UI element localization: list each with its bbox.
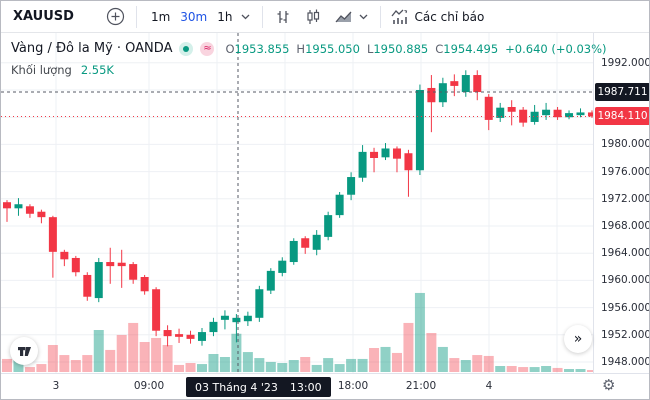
toolbar-divider bbox=[261, 5, 263, 28]
symbol-title[interactable]: Vàng / Đô la Mỹ · OANDA bbox=[11, 41, 173, 56]
compare-add-button[interactable] bbox=[104, 5, 127, 28]
market-open-indicator[interactable] bbox=[179, 41, 194, 56]
market-open-dot-icon bbox=[183, 45, 190, 52]
price-tick-label: 1964.000 bbox=[601, 247, 650, 260]
price-tick-label: 1968.000 bbox=[601, 220, 650, 232]
crosshair-date: 03 Tháng 4 '23 bbox=[195, 380, 278, 394]
volume-label[interactable]: Khối lượng bbox=[11, 63, 72, 77]
chart-style-menu-button[interactable] bbox=[359, 14, 368, 20]
last-price-badge: 1984.110 bbox=[595, 107, 649, 126]
open-value: 1953.855 bbox=[234, 41, 290, 56]
change-value: +0.640 (+0.03%) bbox=[505, 41, 607, 56]
candles-chart-icon bbox=[306, 9, 319, 24]
time-tick-label: 3 bbox=[52, 380, 60, 392]
area-chart-icon bbox=[335, 11, 351, 22]
price-tick-label: 1992.000 bbox=[601, 56, 650, 69]
crosshair-time-badge: 03 Tháng 4 '23 13:00 bbox=[186, 377, 331, 397]
timeframe-1h-button[interactable]: 1h bbox=[217, 9, 233, 24]
price-tick-label: 1960.000 bbox=[601, 274, 650, 287]
double-chevron-right-icon: » bbox=[573, 331, 583, 347]
price-tick-label: 1948.000 bbox=[601, 356, 650, 368]
chart-style-bars-button[interactable] bbox=[272, 6, 294, 28]
chevron-down-icon bbox=[359, 14, 367, 19]
chart-style-candles-button[interactable] bbox=[302, 6, 324, 28]
candle-series bbox=[3, 70, 593, 347]
approx-price-indicator[interactable]: ≈ bbox=[200, 41, 215, 56]
gear-icon: ⚙ bbox=[602, 376, 616, 394]
close-label: C bbox=[435, 41, 444, 56]
time-axis[interactable]: 03 Tháng 4 '23 13:00 309:0012:0015:0018:… bbox=[1, 373, 649, 399]
ohlc-values: O1953.855 H1955.050 L1950.885 C1954.495 … bbox=[225, 42, 606, 56]
time-axis-settings-button[interactable]: ⚙ bbox=[602, 378, 615, 393]
legend: Vàng / Đô la Mỹ · OANDA ≈ O1953.855 H195… bbox=[11, 41, 607, 77]
price-axis[interactable]: 1987.711 1984.110 1992.0001988.0001984.0… bbox=[593, 33, 650, 373]
volume-value: 2.55K bbox=[80, 63, 114, 77]
plus-circle-icon bbox=[106, 7, 125, 26]
time-tick-label: 21:00 bbox=[405, 380, 437, 392]
price-tick-label: 1980.000 bbox=[601, 138, 650, 151]
crosshair-time: 13:00 bbox=[289, 380, 322, 394]
price-tick-label: 1952.000 bbox=[601, 328, 650, 341]
indicators-button[interactable]: Các chỉ báo bbox=[390, 8, 485, 26]
close-value: 1954.495 bbox=[443, 41, 499, 56]
open-label: O bbox=[225, 41, 235, 56]
scroll-right-button[interactable]: » bbox=[564, 325, 592, 353]
timeframe-1m-button[interactable]: 1m bbox=[150, 9, 171, 24]
grid bbox=[1, 33, 593, 373]
low-value: 1950.885 bbox=[373, 41, 429, 56]
candlestick-chart[interactable] bbox=[1, 33, 593, 373]
price-tick-label: 1956.000 bbox=[601, 301, 650, 314]
time-tick-label: 09:00 bbox=[133, 380, 165, 392]
price-tick-label: 1972.000 bbox=[601, 192, 650, 205]
crosshair bbox=[1, 33, 593, 373]
timeframe-menu-button[interactable] bbox=[241, 14, 250, 20]
bars-chart-icon bbox=[277, 10, 288, 23]
high-label: H bbox=[296, 41, 306, 56]
symbol-button[interactable]: XAUUSD bbox=[13, 9, 74, 24]
toolbar: XAUUSD 1m 30m 1h bbox=[1, 1, 649, 33]
volume-series bbox=[2, 292, 593, 372]
chart-style-area-button[interactable] bbox=[332, 6, 356, 28]
time-tick-label: 4 bbox=[485, 380, 493, 392]
low-label: L bbox=[366, 41, 374, 56]
chevron-down-icon bbox=[241, 14, 249, 19]
high-value: 1955.050 bbox=[305, 41, 360, 56]
toolbar-divider bbox=[379, 5, 381, 28]
indicators-label: Các chỉ báo bbox=[414, 9, 485, 24]
indicators-icon bbox=[390, 9, 407, 24]
price-tick-label: 1976.000 bbox=[601, 165, 650, 178]
tradingview-logo-icon bbox=[17, 346, 31, 356]
time-tick-label: 18:00 bbox=[337, 380, 369, 392]
timeframe-30m-button[interactable]: 30m bbox=[180, 9, 208, 24]
toolbar-divider bbox=[135, 5, 137, 28]
crosshair-price-badge: 1987.711 bbox=[595, 82, 649, 101]
tradingview-logo-button[interactable] bbox=[10, 337, 38, 365]
